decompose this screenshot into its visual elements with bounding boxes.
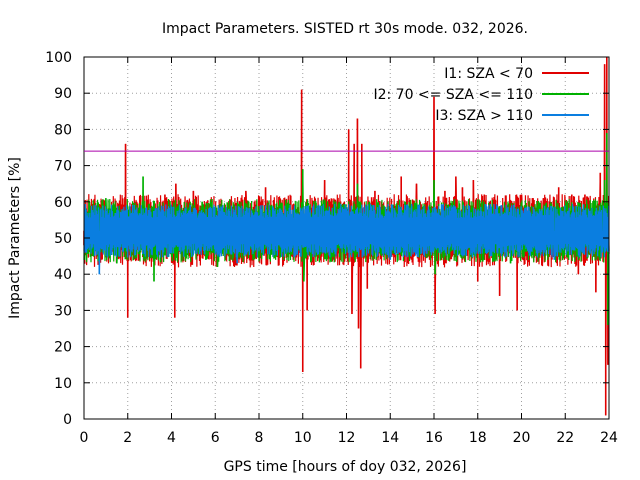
x-tick-label: 20 <box>513 430 531 446</box>
legend-label: I2: 70 <= SZA <= 110 <box>373 87 533 103</box>
x-tick-label: 18 <box>469 430 487 446</box>
x-tick-label: 14 <box>381 430 399 446</box>
x-tick-label: 6 <box>211 430 220 446</box>
series-line-2 <box>83 133 610 325</box>
legend-label: I1: SZA < 70 <box>444 66 533 82</box>
x-tick-label: 22 <box>556 430 574 446</box>
y-tick-label: 10 <box>54 376 72 392</box>
y-tick-label: 80 <box>54 122 72 138</box>
y-tick-label: 50 <box>54 231 72 247</box>
x-tick-label: 0 <box>80 430 89 446</box>
series-line-3 <box>83 203 610 275</box>
y-tick-label: 20 <box>54 340 72 356</box>
y-tick-label: 40 <box>54 267 72 283</box>
y-tick-label: 70 <box>54 159 72 175</box>
x-axis-label: GPS time [hours of doy 032, 2026] <box>224 459 467 475</box>
y-tick-label: 90 <box>54 86 72 102</box>
series-layer <box>83 56 610 416</box>
y-tick-label: 60 <box>54 195 72 211</box>
x-tick-label: 12 <box>338 430 356 446</box>
y-tick-label: 100 <box>45 50 72 66</box>
axis-ticks <box>83 56 610 420</box>
x-tick-label: 2 <box>123 430 132 446</box>
x-tick-label: 24 <box>600 430 618 446</box>
legend-label: I3: SZA > 110 <box>435 108 533 124</box>
x-tick-labels: 0 2 4 6 8 10 12 14 16 18 20 22 24 <box>80 430 618 446</box>
x-tick-label: 8 <box>255 430 264 446</box>
y-tick-label: 0 <box>63 412 72 428</box>
legend: I1: SZA < 70 I2: 70 <= SZA <= 110 I3: SZA … <box>373 66 589 124</box>
chart-title: Impact Parameters. SISTED rt 30s mode. 0… <box>162 21 528 37</box>
x-tick-label: 4 <box>167 430 176 446</box>
y-axis-label: Impact Parameters [%] <box>7 157 23 319</box>
y-tick-label: 30 <box>54 303 72 319</box>
y-tick-labels: 0 10 20 30 40 50 60 70 80 90 100 <box>45 50 72 428</box>
x-tick-label: 16 <box>425 430 443 446</box>
x-tick-label: 10 <box>294 430 312 446</box>
